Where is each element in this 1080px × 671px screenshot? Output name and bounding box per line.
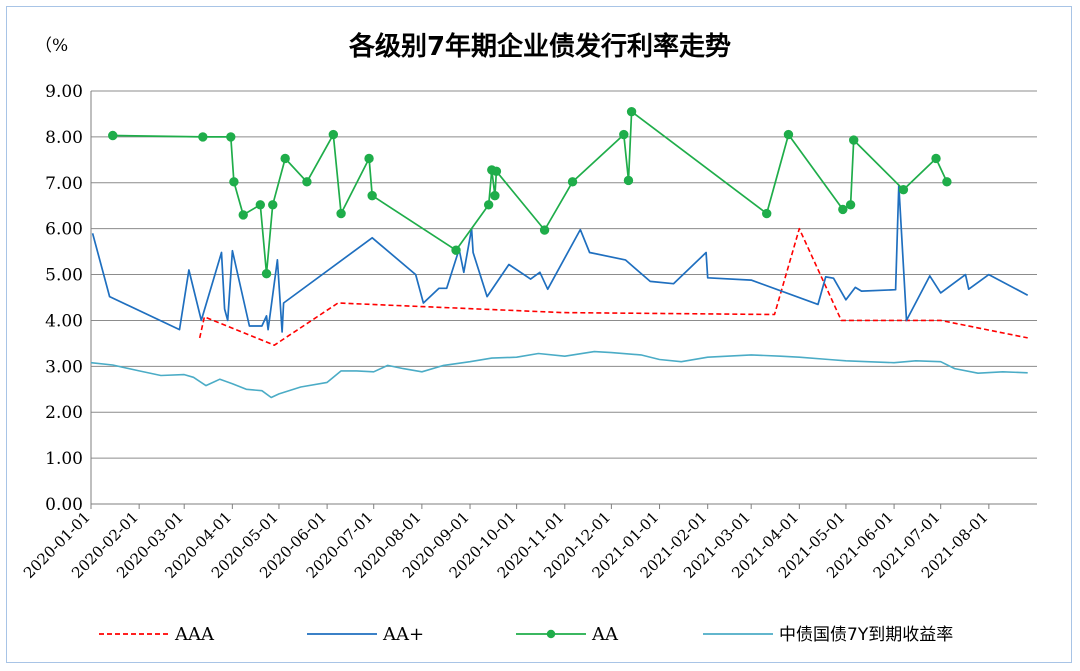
y-tick-label: 3.00 <box>45 357 83 377</box>
series-line-aaa <box>198 227 1028 347</box>
aa-data-point <box>539 225 550 235</box>
aa-data-point <box>626 106 637 117</box>
aa-data-point <box>261 268 272 279</box>
aa-data-point <box>108 130 118 141</box>
aa-data-point <box>238 210 248 220</box>
y-tick-label: 4.00 <box>45 311 83 331</box>
legend-label: 中债国债7Y到期收益率 <box>779 625 953 645</box>
aa-data-point <box>783 129 794 140</box>
aa-data-point <box>268 200 278 210</box>
y-tick-label: 1.00 <box>45 449 83 469</box>
aa-data-point <box>367 190 377 201</box>
legend-label: AAA <box>174 624 215 645</box>
aa-data-point <box>451 245 461 255</box>
aa-data-point <box>491 166 502 177</box>
chart-canvas: 各级别7年期企业债发行利率走势 （% 0.00 1.00 2.00 3.00 4.00 5… <box>20 31 1037 645</box>
axes: 0.00 1.00 2.00 3.00 4.00 5.00 6.00 7.00 8.00 9.00… <box>20 82 1037 582</box>
aa-data-point <box>931 153 941 164</box>
aa-data-point <box>567 177 578 187</box>
aa-data-point <box>226 132 236 142</box>
y-tick-label: 0.00 <box>45 495 83 515</box>
aa-data-point <box>838 204 848 215</box>
aa-data-point <box>280 153 290 164</box>
chart-title: 各级别7年期企业债发行利率走势 <box>348 31 731 62</box>
aa-data-point <box>623 175 634 186</box>
series-layer <box>90 106 1029 399</box>
legend-label: AA <box>591 624 619 645</box>
series-line-aa-plus <box>91 184 1029 333</box>
y-tick-label: 7.00 <box>45 174 83 194</box>
y-tick-label: 2.00 <box>45 403 83 423</box>
aa-data-point <box>364 153 374 164</box>
aa-data-point <box>619 129 629 140</box>
aa-data-point <box>198 132 208 142</box>
aa-data-point <box>942 177 952 187</box>
y-tick-label: 6.00 <box>45 220 83 240</box>
aa-data-point <box>762 208 772 219</box>
legend: AAA AA+ AA 中债国债7Y到期收益率 <box>99 624 953 645</box>
unit-label: （% <box>35 36 68 56</box>
aa-data-point <box>229 177 239 187</box>
aa-data-point <box>845 200 856 210</box>
aa-data-point <box>328 129 339 140</box>
legend-marker <box>546 629 556 639</box>
aa-data-point <box>255 200 266 210</box>
chart-frame: 各级别7年期企业债发行利率走势 （% 0.00 1.00 2.00 3.00 4.00 5… <box>6 6 1072 663</box>
aa-data-point <box>302 177 312 187</box>
y-tick-label: 9.00 <box>45 82 83 102</box>
aa-data-point <box>898 184 909 195</box>
series-line-treasury-7y <box>90 350 1028 399</box>
series-line-aa <box>112 110 948 275</box>
aa-data-point <box>490 190 500 201</box>
aa-data-point <box>483 200 494 210</box>
aa-data-point <box>849 135 859 145</box>
y-tick-label: 5.00 <box>45 266 83 286</box>
y-tick-label: 8.00 <box>45 128 83 148</box>
aa-data-point <box>336 208 346 219</box>
legend-label: AA+ <box>382 624 424 645</box>
grid-lines <box>91 90 1037 505</box>
